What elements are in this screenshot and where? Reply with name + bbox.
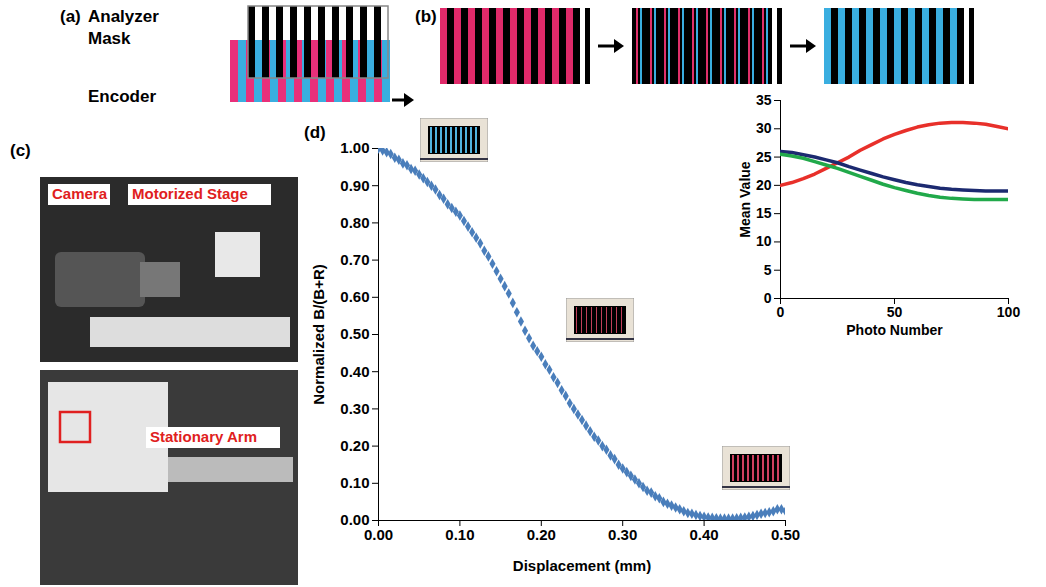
svg-text:0.30: 0.30 [608,526,637,543]
svg-text:0.00: 0.00 [340,511,370,529]
svg-text:Encoder: Encoder [88,87,156,106]
svg-text:0.10: 0.10 [445,526,474,543]
svg-text:0: 0 [777,304,785,320]
svg-text:0.30: 0.30 [340,400,369,417]
svg-text:(d): (d) [304,123,326,142]
svg-text:0.40: 0.40 [340,363,369,380]
svg-text:1.00: 1.00 [340,139,369,156]
svg-text:0.20: 0.20 [527,526,556,543]
svg-text:0.90: 0.90 [340,177,369,194]
svg-text:0: 0 [764,290,772,306]
svg-text:0.50: 0.50 [340,325,369,342]
svg-text:0.70: 0.70 [340,251,369,268]
svg-text:Stationary Arm: Stationary Arm [150,428,257,445]
svg-text:30: 30 [756,120,772,136]
svg-text:0.10: 0.10 [340,474,369,491]
svg-text:0.40: 0.40 [689,526,718,543]
svg-text:5: 5 [764,262,772,278]
svg-text:Analyzer: Analyzer [88,7,159,26]
svg-text:0.80: 0.80 [340,214,369,231]
svg-text:50: 50 [887,304,903,320]
svg-text:20: 20 [756,177,772,193]
svg-text:(a): (a) [60,7,81,26]
svg-text:10: 10 [756,233,772,249]
svg-text:0.50: 0.50 [771,526,800,543]
svg-text:Camera: Camera [52,185,108,202]
svg-text:(b): (b) [415,7,437,26]
svg-text:0.00: 0.00 [364,526,393,543]
svg-text:0.20: 0.20 [340,437,369,454]
svg-text:Photo Number: Photo Number [846,322,943,338]
svg-text:35: 35 [756,92,772,108]
svg-text:(c): (c) [10,141,31,160]
svg-text:Motorized Stage: Motorized Stage [132,185,248,202]
svg-text:Mean Value: Mean Value [737,161,753,237]
svg-text:Normalized B/(B+R): Normalized B/(B+R) [310,264,327,404]
svg-text:Displacement (mm): Displacement (mm) [513,557,651,574]
svg-text:Mask: Mask [88,29,131,48]
svg-text:25: 25 [756,149,772,165]
svg-text:100: 100 [997,304,1021,320]
svg-text:0.60: 0.60 [340,288,369,305]
svg-text:15: 15 [756,205,772,221]
